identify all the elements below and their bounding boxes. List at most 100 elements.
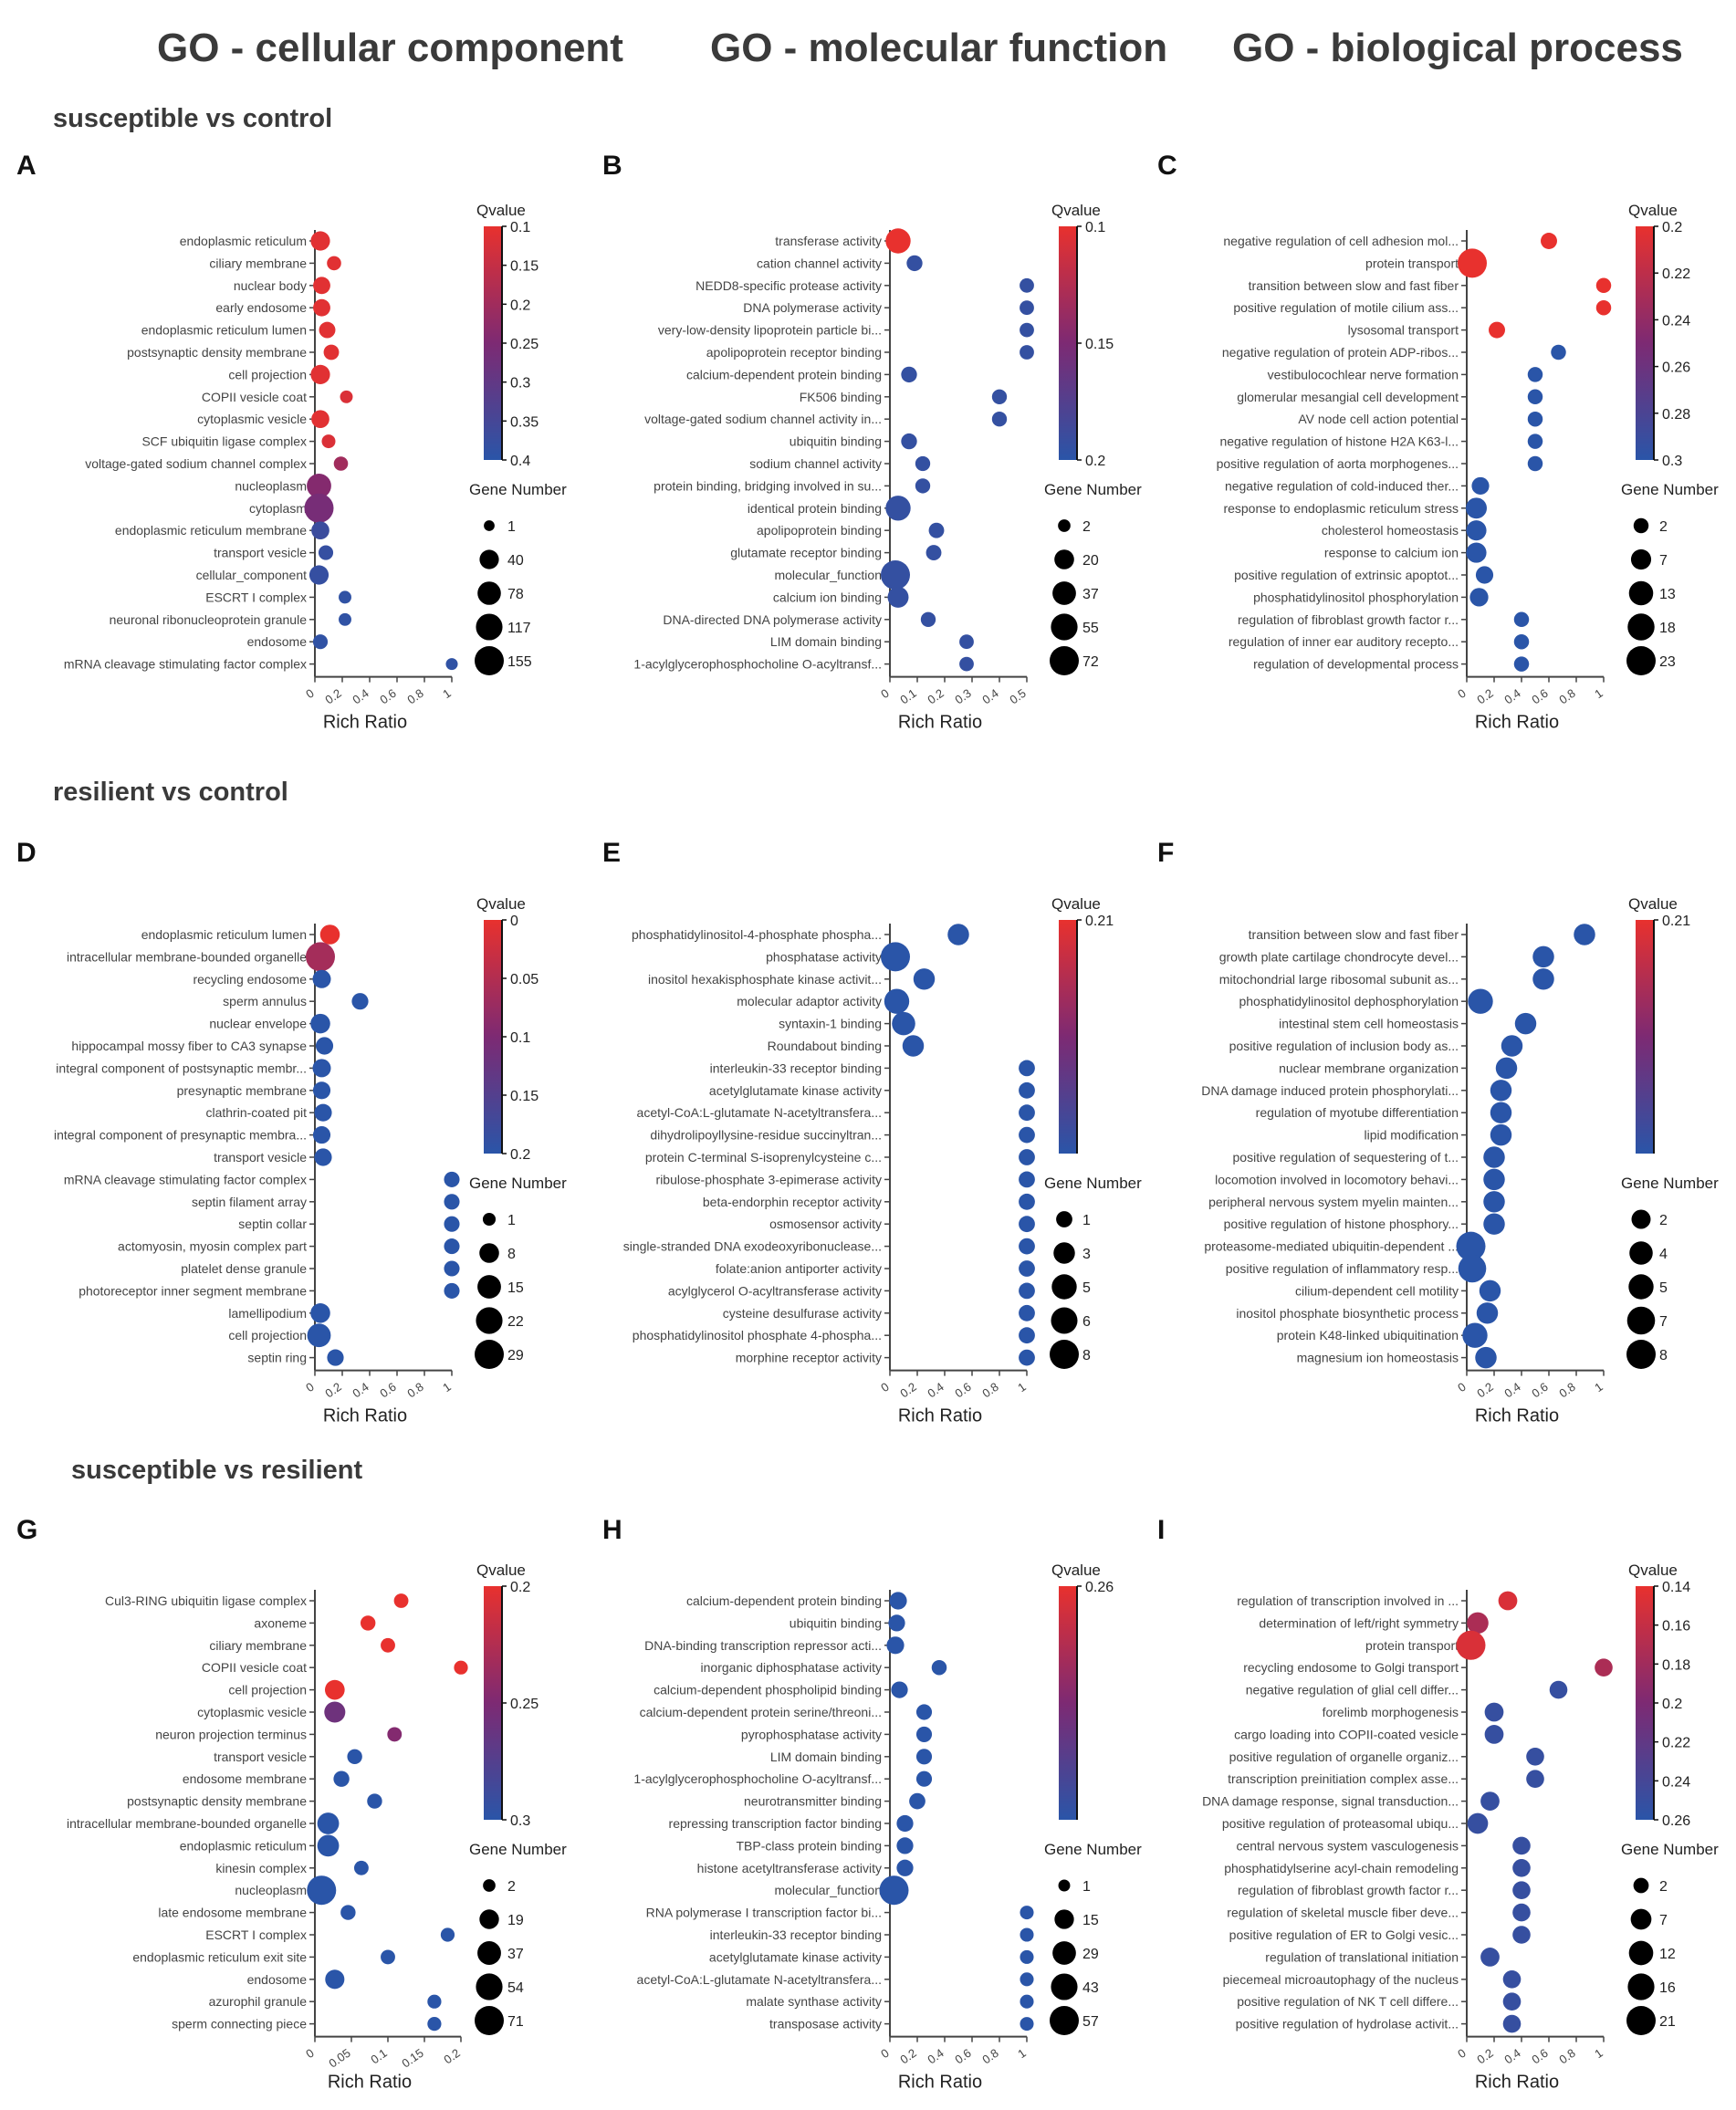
gene-number-legend-dot [1628, 1940, 1654, 1966]
y-tick-label: nuclear body [234, 278, 307, 293]
x-tick-label: 0.6 [1529, 1380, 1550, 1401]
y-tick-label: determination of left/right symmetry [1259, 1615, 1459, 1630]
qvalue-tick-label: 0.15 [510, 259, 539, 275]
gene-number-legend-label: 5 [1082, 1280, 1091, 1296]
y-tick-label: beta-endorphin receptor activity [703, 1195, 882, 1209]
gene-number-legend-dot [477, 581, 501, 605]
y-tick-label: apolipoprotein binding [757, 523, 882, 538]
panel-letter-a: A [16, 151, 37, 181]
x-tick-label: 0 [1455, 1380, 1469, 1394]
data-point [307, 1875, 337, 1906]
y-tick-label: acetylglutamate kinase activity [709, 1083, 882, 1098]
gene-number-legend-label: 15 [507, 1280, 524, 1296]
qvalue-legend-title: Qvalue [1628, 1562, 1678, 1579]
data-point [312, 634, 329, 650]
gene-number-legend-dot [479, 549, 499, 569]
x-tick-label: 0.4 [979, 686, 1000, 707]
x-tick-label: 0.6 [952, 2046, 973, 2067]
x-tick-label: 0.4 [925, 1380, 946, 1401]
y-tick-label: voltage-gated sodium channel activity in… [644, 412, 882, 426]
y-tick-label: acetyl-CoA:L-glutamate N-acetyltransfera… [637, 1972, 882, 1987]
x-axis-title: Rich Ratio [323, 1406, 407, 1426]
qvalue-tick-label: 0.2 [1085, 454, 1105, 469]
qvalue-tick-label: 0.14 [1662, 1580, 1690, 1595]
y-tick-label: positive regulation of extrinsic apoptot… [1234, 568, 1459, 582]
gene-number-legend-dot [476, 1973, 503, 2000]
data-point [1019, 1349, 1035, 1366]
data-point [884, 988, 910, 1014]
gene-number-legend-label: 37 [1082, 587, 1099, 602]
y-tick-label: phosphatidylinositol-4-phosphate phospha… [632, 927, 882, 942]
x-tick-label: 0 [878, 686, 892, 701]
y-tick-label: repressing transcription factor binding [669, 1816, 882, 1831]
qvalue-tick-label: 0.26 [1085, 1580, 1114, 1595]
data-point [315, 1037, 334, 1055]
x-tick-label: 0.4 [1501, 2046, 1522, 2067]
gene-number-legend-label: 155 [507, 654, 532, 670]
y-tick-label: DNA-binding transcription repressor acti… [644, 1638, 882, 1653]
gene-number-legend-label: 5 [1659, 1280, 1668, 1296]
y-tick-label: pyrophosphatase activity [741, 1727, 882, 1741]
data-point [1019, 1104, 1035, 1122]
gene-number-legend-title: Gene Number [1621, 1841, 1719, 1858]
y-tick-label: inositol phosphate biosynthetic process [1236, 1306, 1459, 1321]
data-point [318, 545, 334, 560]
y-tick-label: nuclear envelope [209, 1017, 307, 1031]
y-tick-label: protein transport [1365, 256, 1459, 270]
data-point [1479, 1280, 1501, 1302]
x-tick-label: 0.4 [1501, 686, 1522, 707]
qvalue-color-bar [484, 1586, 502, 1820]
y-tick-label: apolipoprotein receptor binding [706, 345, 882, 360]
gene-number-legend-label: 6 [1082, 1314, 1091, 1330]
data-point [1020, 300, 1034, 316]
data-point [1019, 1260, 1035, 1277]
data-point [1020, 1972, 1034, 1987]
gene-number-legend-label: 7 [1659, 1314, 1668, 1330]
y-tick-label: glomerular mesangial cell development [1237, 390, 1459, 404]
y-tick-label: postsynaptic density membrane [127, 345, 307, 360]
y-tick-label: neuron projection terminus [155, 1727, 307, 1741]
data-point [1458, 1254, 1487, 1283]
chart-panel-a: endoplasmic reticulum ciliary membrane nuc… [64, 202, 567, 733]
qvalue-tick-label: 0.1 [510, 1030, 530, 1046]
gene-number-legend-dot [1630, 548, 1652, 570]
gene-number-legend-title: Gene Number [469, 481, 567, 498]
data-point [323, 344, 340, 360]
qvalue-tick-label: 0.3 [510, 376, 530, 392]
data-point [1512, 1881, 1531, 1900]
data-point [913, 968, 936, 990]
qvalue-tick-label: 0.24 [1662, 313, 1690, 329]
qvalue-tick-label: 0.2 [510, 298, 530, 313]
data-point [885, 228, 911, 254]
y-tick-label: COPII vesicle coat [202, 390, 307, 404]
panel-letter-e: E [602, 838, 622, 868]
y-tick-label: septin filament array [192, 1195, 307, 1209]
gene-number-legend-title: Gene Number [1621, 481, 1719, 498]
chart-panel-f: transition between slow and fast fiber gr… [1201, 895, 1719, 1426]
y-tick-label: endosome [247, 1972, 308, 1987]
data-point [317, 1834, 340, 1857]
data-point [991, 389, 1008, 404]
data-point [1512, 1903, 1531, 1922]
qvalue-legend-title: Qvalue [476, 202, 526, 219]
data-point [310, 231, 330, 251]
qvalue-tick-label: 0.25 [510, 1697, 539, 1712]
y-tick-label: late endosome membrane [158, 1906, 307, 1920]
data-point [1595, 1658, 1613, 1677]
x-tick-label: 0.6 [952, 1380, 973, 1401]
gene-number-legend-label: 8 [507, 1247, 516, 1262]
data-point [311, 521, 329, 540]
y-tick-label: postsynaptic density membrane [127, 1794, 307, 1809]
gene-number-legend-label: 4 [1659, 1247, 1668, 1262]
qvalue-tick-label: 0.1 [510, 220, 530, 235]
y-tick-label: endoplasmic reticulum membrane [115, 523, 307, 538]
y-tick-label: clathrin-coated pit [205, 1105, 307, 1120]
panel-letter-f: F [1157, 838, 1175, 868]
y-tick-label: septin collar [238, 1217, 307, 1231]
x-tick-label: 0.1 [368, 2046, 389, 2067]
y-tick-label: intracellular membrane-bounded organelle [67, 949, 307, 964]
gene-number-legend-dot [1051, 1307, 1078, 1334]
data-point [1512, 1926, 1531, 1944]
gene-number-legend-label: 71 [507, 2014, 524, 2030]
gene-number-legend-dot [476, 613, 503, 641]
